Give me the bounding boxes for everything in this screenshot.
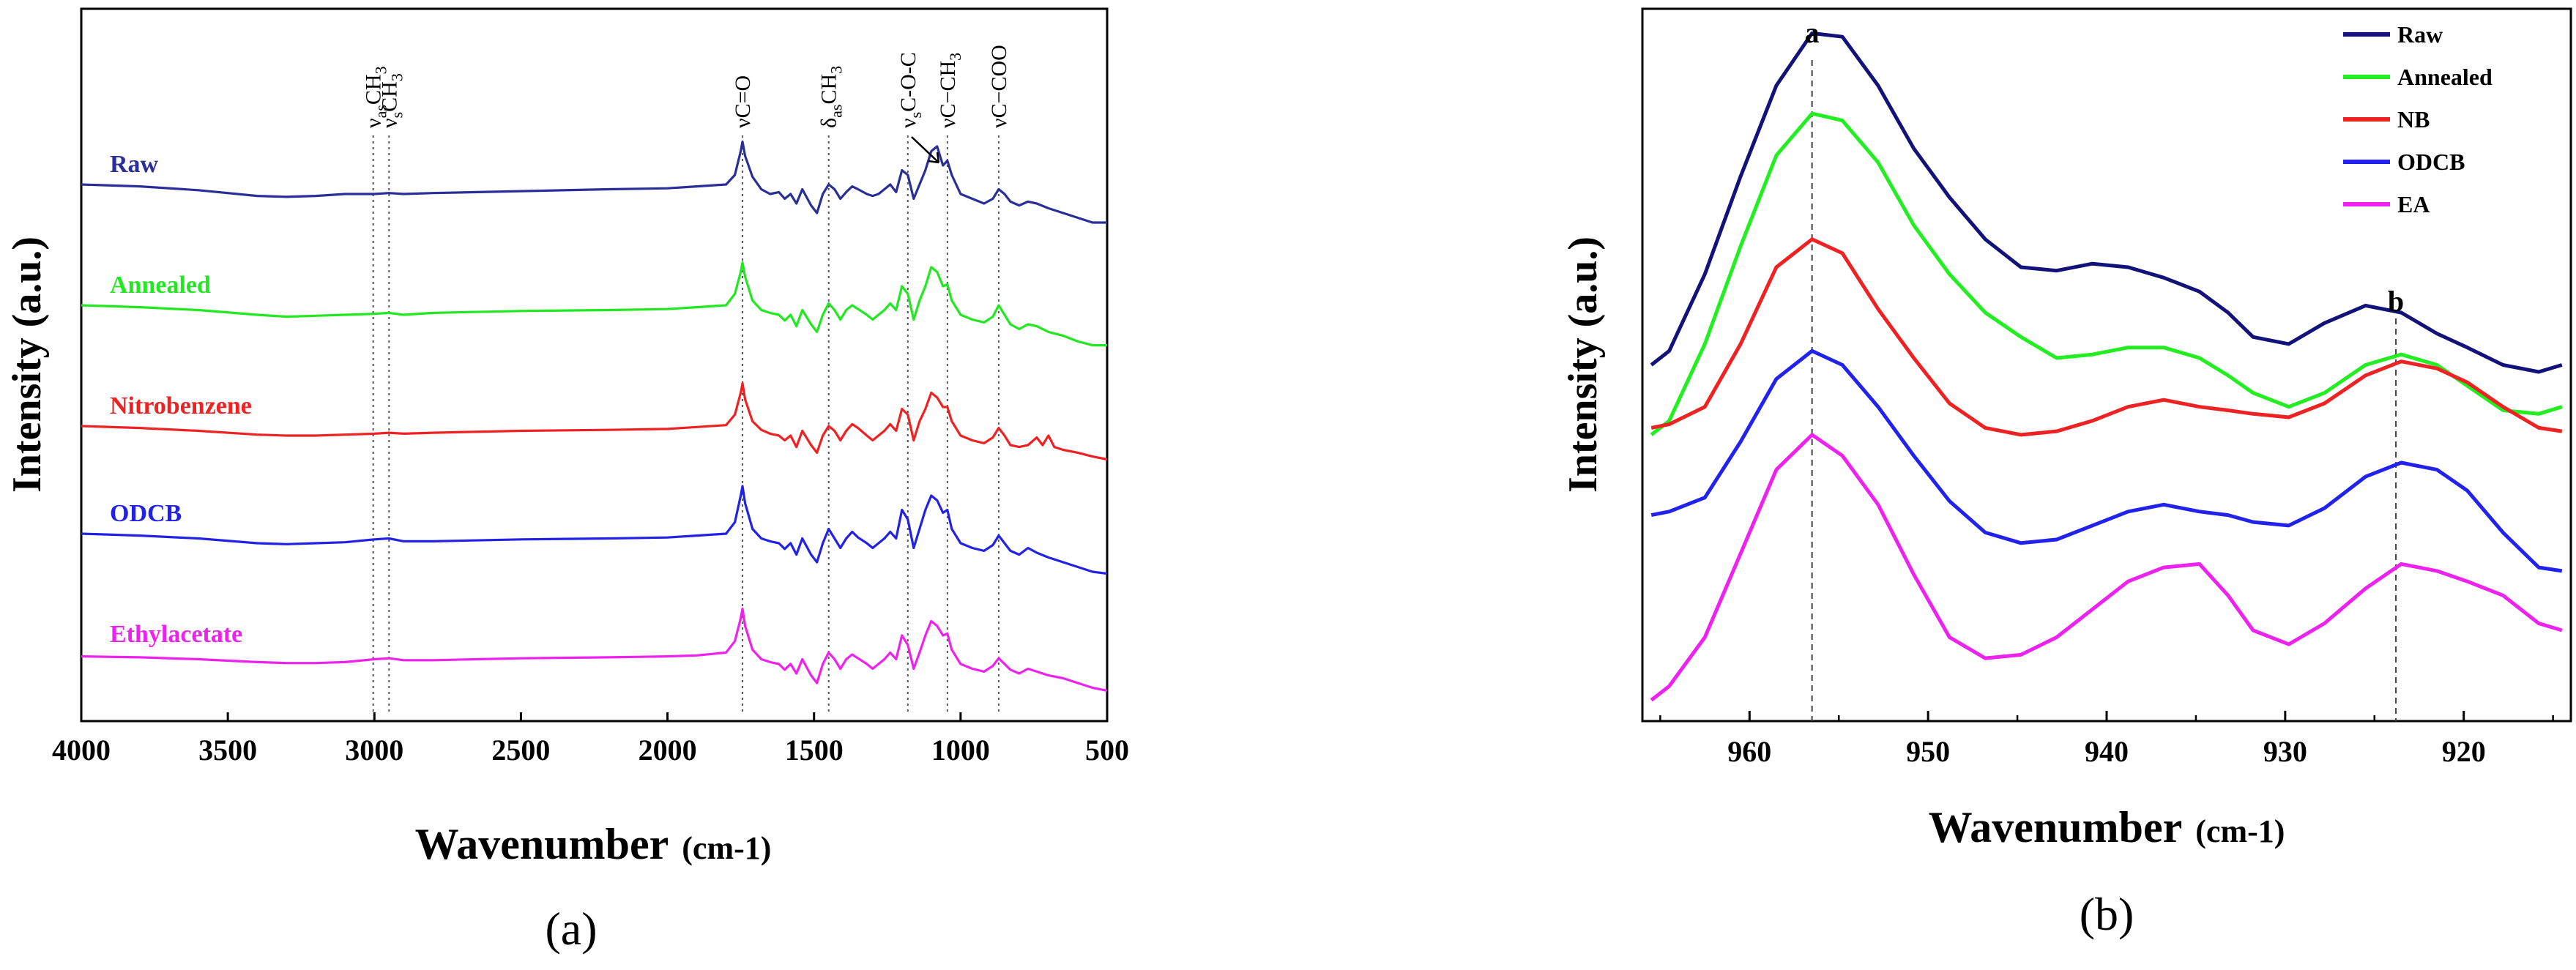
series-label-raw: Raw xyxy=(110,151,159,178)
panel-a-plot-frame xyxy=(80,7,1109,723)
annotation-label-c-ch3: νC−CH3 xyxy=(936,53,964,128)
panel-a-y-label: Intensity (a.u.) xyxy=(4,236,50,493)
annotation-label-c-coo: νC−COO xyxy=(987,45,1011,128)
series-label-annealed: Annealed xyxy=(110,272,211,299)
legend-label-ea: EA xyxy=(2397,191,2430,217)
panel-b-x-label-main: Wavenumber xyxy=(1929,803,2183,851)
series-line-b-nb xyxy=(1650,237,2563,437)
x-tick-label-4000: 4000 xyxy=(52,734,111,766)
x-tick-label-b-950: 950 xyxy=(1906,735,1950,768)
x-tick-label-b-930: 930 xyxy=(2263,735,2307,768)
x-tick-label-b-920: 920 xyxy=(2442,735,2486,768)
x-tick-label-b-960: 960 xyxy=(1727,735,1771,768)
legend-label-annealed: Annealed xyxy=(2397,64,2493,90)
annotation-label-c-o: νC=O xyxy=(731,75,755,128)
panel-a-x-label-unit: (cm-1) xyxy=(682,830,771,866)
annotation-label-a: a xyxy=(1805,16,1820,49)
panel-a-x-ticks: 4000 3500 3000 2500 2000 1500 1000 500 xyxy=(52,712,1129,766)
annotation-label-asch3: νasCH3 xyxy=(362,66,390,128)
x-tick-label-1500: 1500 xyxy=(785,734,844,766)
panel-a-x-label-main: Wavenumber xyxy=(415,820,669,868)
panel-b-x-label-unit: (cm-1) xyxy=(2195,813,2285,849)
panel-b-legend: Raw Annealed NB ODCB EA xyxy=(2343,21,2493,217)
annotation-label-b: b xyxy=(2388,285,2404,318)
series-line-raw xyxy=(81,140,1107,224)
panel-b-y-label: Intensity (a.u.) xyxy=(1560,236,1606,493)
panel-b-annotation-lines xyxy=(1811,60,2397,721)
series-line-b-odcb xyxy=(1650,348,2563,573)
x-tick-label-3000: 3000 xyxy=(345,734,403,766)
series-line-nitrobenzene xyxy=(81,381,1108,461)
panel-b-caption: (b) xyxy=(2080,888,2134,940)
annotation-arrow xyxy=(911,136,940,164)
annotation-label-sc-o-c: νsC-O-C xyxy=(896,52,925,128)
legend-label-raw: Raw xyxy=(2397,21,2443,48)
annotation-label-sch3: νsCH3 xyxy=(377,73,406,128)
panel-a-annotation-lines xyxy=(372,135,999,714)
panel-a-caption: (a) xyxy=(545,903,597,955)
x-tick-label-2500: 2500 xyxy=(491,734,550,766)
panel-a-series-labels: Raw Annealed Nitrobenzene ODCB Ethylacetate xyxy=(110,151,252,648)
legend-label-nb: NB xyxy=(2397,106,2430,133)
series-line-odcb xyxy=(81,485,1108,575)
panel-a-x-label: Wavenumber (cm-1) xyxy=(415,820,772,868)
series-line-b-annealed xyxy=(1650,111,2563,436)
series-line-b-raw xyxy=(1650,31,2563,374)
x-tick-label-b-940: 940 xyxy=(2085,735,2129,768)
x-tick-label-3500: 3500 xyxy=(198,734,257,766)
series-label-nitrobenzene: Nitrobenzene xyxy=(110,392,252,419)
panel-b-annotations: ab xyxy=(1805,16,2405,318)
panel-b-series xyxy=(1650,31,2563,702)
panel-b-x-label: Wavenumber (cm-1) xyxy=(1929,803,2285,851)
x-tick-label-2000: 2000 xyxy=(639,734,697,766)
x-tick-label-1000: 1000 xyxy=(931,734,990,766)
panel-b-x-ticks: 960 950 940 930 920 xyxy=(1659,711,2554,768)
legend-label-odcb: ODCB xyxy=(2397,149,2465,175)
series-label-ethylacetate: Ethylacetate xyxy=(110,621,242,648)
panel-a-series xyxy=(81,140,1108,692)
panel-a: RawAnnealedNitrobenzeneODCBEthylacetate … xyxy=(4,7,1129,955)
series-line-ethylacetate xyxy=(81,607,1108,692)
series-line-b-ea xyxy=(1650,433,2563,702)
series-line-annealed xyxy=(81,261,1107,347)
x-tick-label-500: 500 xyxy=(1085,734,1129,766)
series-label-odcb: ODCB xyxy=(110,500,182,527)
annotation-label-asch3: δasCH3 xyxy=(817,66,846,128)
